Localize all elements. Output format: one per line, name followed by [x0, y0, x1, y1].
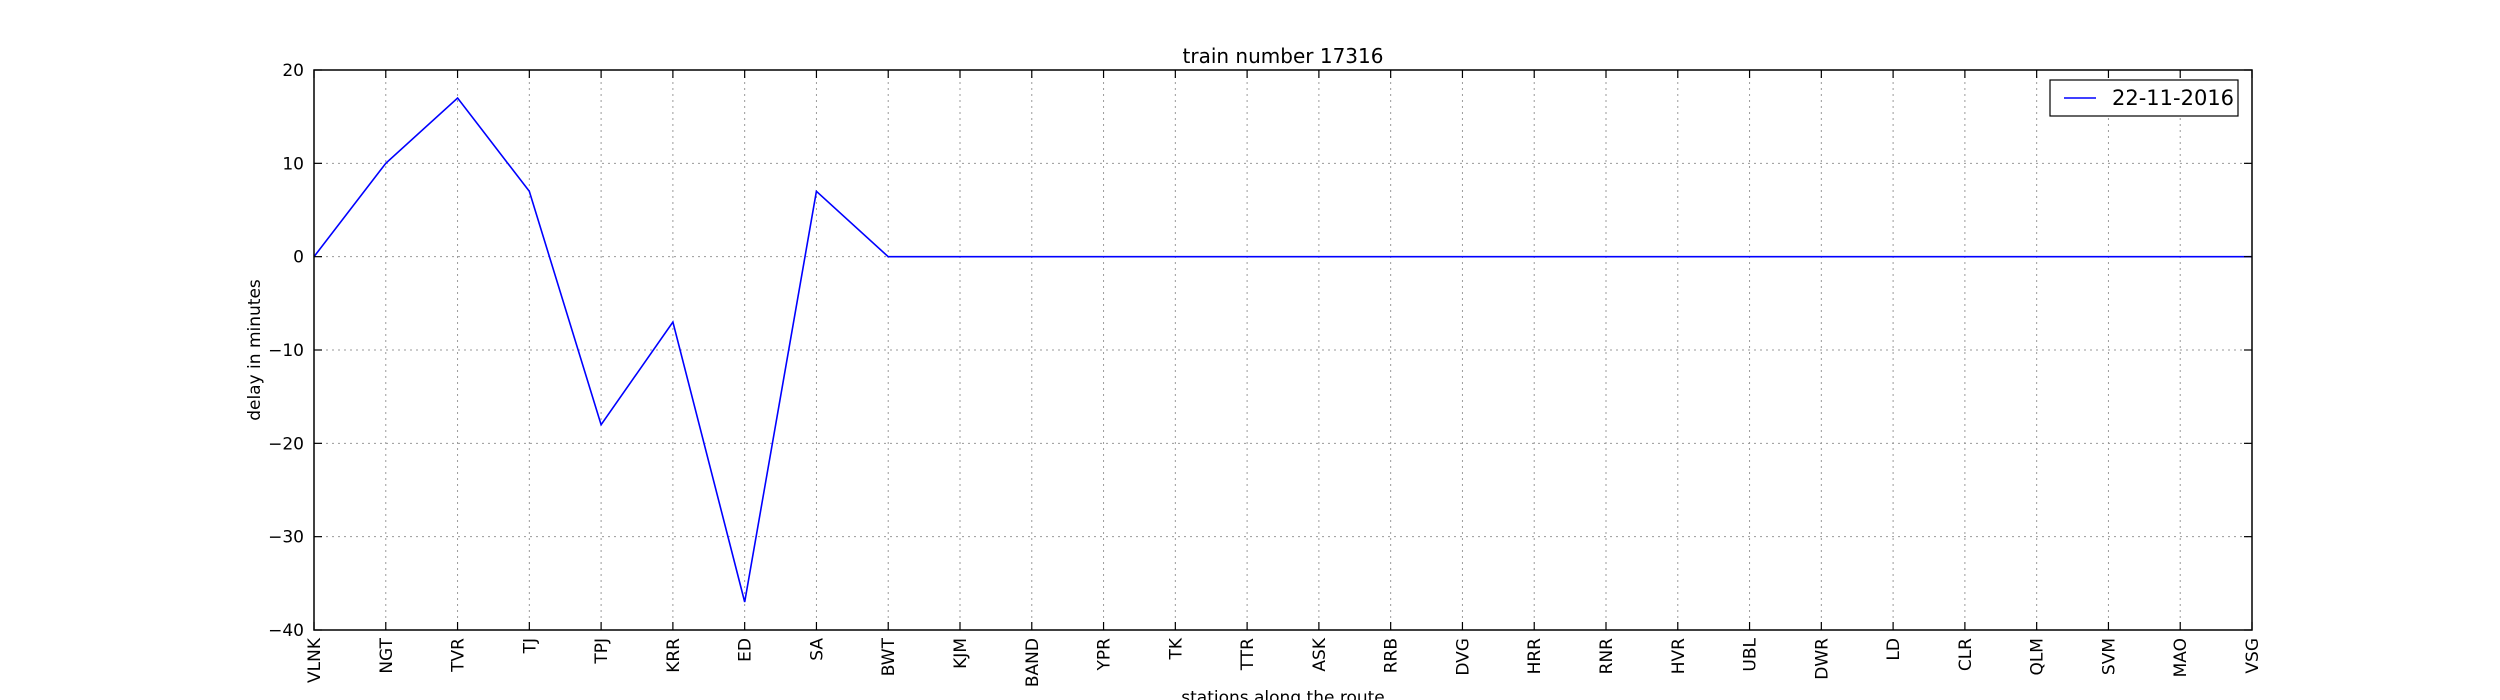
x-tick-label: NGT — [377, 637, 397, 673]
x-tick-label: DWR — [1812, 638, 1832, 680]
y-tick-label: −20 — [268, 434, 304, 454]
x-tick-label: ED — [736, 638, 756, 662]
y-tick-label: 20 — [282, 61, 304, 81]
legend-label: 22-11-2016 — [2112, 86, 2234, 110]
y-tick-label: −10 — [268, 341, 304, 361]
x-axis-ticks: VLNK NGT TVR TJ TPJ KRR ED SA BWT KJM BAND YPR TK TTR… — [305, 70, 2263, 687]
x-tick-label: BWT — [879, 637, 899, 676]
x-tick-label: TTR — [1238, 638, 1258, 671]
x-tick-label: TK — [1166, 637, 1186, 660]
x-tick-label: DVG — [1453, 638, 1473, 676]
x-tick-label: ASK — [1310, 637, 1330, 671]
x-tick-label: HVR — [1669, 638, 1689, 674]
x-tick-label: HRR — [1525, 638, 1545, 675]
x-tick-label: QLM — [2028, 638, 2048, 676]
chart-title: train number 17316 — [1183, 44, 1384, 68]
y-tick-label: 10 — [282, 154, 304, 174]
x-tick-label: YPR — [1095, 638, 1115, 672]
x-tick-label: RNR — [1597, 638, 1617, 675]
series-line — [313, 96, 2252, 603]
x-tick-label: SA — [807, 638, 827, 661]
y-axis-label: delay in minutes — [245, 279, 265, 421]
x-tick-label: LD — [1884, 638, 1904, 661]
plot-frame — [313, 69, 2253, 631]
x-tick-label: VLNK — [305, 637, 325, 683]
x-tick-label: MAO — [2171, 638, 2191, 677]
legend: 22-11-2016 — [2049, 79, 2239, 117]
x-tick-label: TVR — [449, 638, 469, 673]
y-axis-ticks: 20 10 0 −10 −20 −30 −40 — [268, 61, 2252, 641]
x-tick-label: KJM — [951, 638, 971, 669]
x-tick-label: KRR — [664, 638, 684, 673]
x-tick-label: TJ — [520, 638, 540, 654]
x-tick-label: UBL — [1741, 637, 1761, 671]
series-layer — [313, 96, 2252, 603]
y-tick-label: −40 — [268, 621, 304, 641]
x-tick-label: TPJ — [592, 638, 612, 665]
x-axis-label: stations along the route — [1181, 688, 1385, 700]
y-tick-label: 0 — [293, 248, 304, 268]
grid-lines — [313, 69, 2253, 631]
x-tick-label: BAND — [1023, 638, 1043, 687]
x-tick-label: SVM — [2099, 638, 2119, 675]
x-tick-label: VSG — [2243, 638, 2263, 674]
y-tick-label: −30 — [268, 528, 304, 548]
x-tick-label: CLR — [1956, 638, 1976, 671]
x-tick-label: RRB — [1382, 638, 1402, 673]
